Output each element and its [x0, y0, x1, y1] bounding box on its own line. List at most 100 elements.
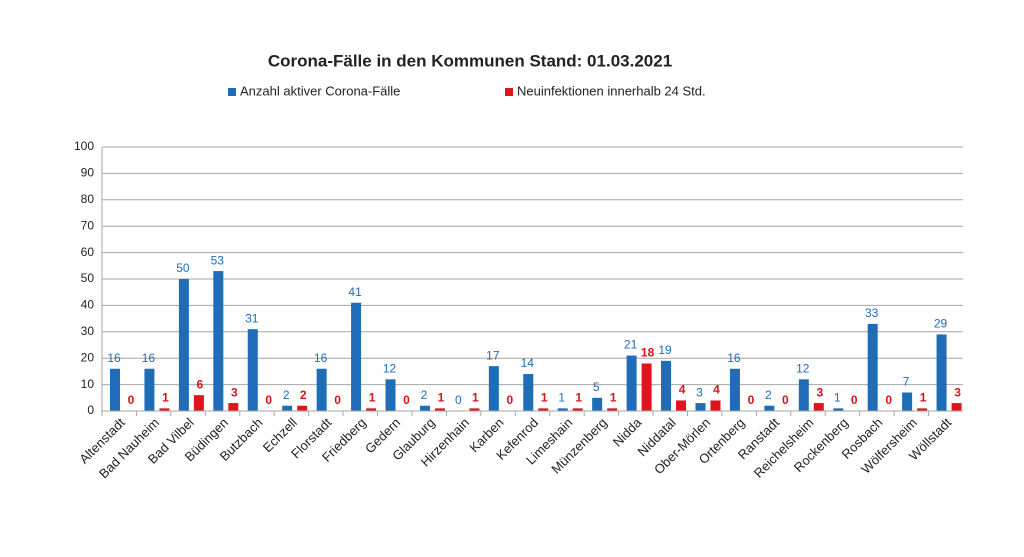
value-label: 0	[334, 393, 341, 407]
bar	[641, 363, 652, 411]
y-tick-label: 90	[81, 166, 95, 180]
value-label: 0	[748, 393, 755, 407]
chart-title: Corona-Fälle in den Kommunen Stand: 01.0…	[268, 51, 672, 70]
bar	[917, 408, 928, 411]
bar	[110, 368, 120, 411]
bar	[488, 366, 499, 411]
y-tick-label: 40	[81, 298, 95, 312]
bar	[351, 302, 362, 411]
value-label: 14	[521, 356, 535, 370]
value-label: 4	[679, 383, 686, 397]
value-label: 1	[834, 391, 841, 405]
bar	[247, 329, 258, 411]
y-tick-label: 50	[81, 271, 95, 285]
value-label: 7	[903, 375, 910, 389]
bar	[193, 395, 204, 411]
legend-swatch	[505, 88, 513, 96]
y-tick-label: 10	[81, 377, 95, 391]
bar	[626, 355, 637, 411]
value-label: 0	[506, 393, 513, 407]
value-label: 3	[231, 385, 238, 399]
value-label: 53	[211, 253, 225, 267]
value-label: 2	[765, 388, 772, 402]
value-label: 1	[438, 391, 445, 405]
y-tick-label: 70	[81, 218, 95, 232]
bar	[867, 323, 878, 411]
bar	[419, 405, 430, 411]
legend-label: Anzahl aktiver Corona-Fälle	[240, 83, 400, 98]
value-label: 1	[920, 391, 927, 405]
bar	[282, 405, 293, 411]
bar	[661, 360, 672, 411]
value-label: 1	[541, 391, 548, 405]
value-label: 6	[197, 377, 204, 391]
bar	[902, 392, 913, 411]
value-label: 50	[176, 261, 190, 275]
value-label: 0	[265, 393, 272, 407]
bar	[936, 334, 947, 411]
y-tick-label: 60	[81, 245, 95, 259]
y-tick-label: 20	[81, 350, 95, 364]
bar	[592, 397, 603, 411]
value-label: 1	[610, 391, 617, 405]
bar	[213, 271, 224, 411]
value-label: 16	[107, 351, 121, 365]
bar	[607, 408, 618, 411]
bar	[572, 408, 583, 411]
value-label: 0	[782, 393, 789, 407]
bar	[159, 408, 170, 411]
value-label: 16	[142, 351, 156, 365]
bar	[178, 279, 189, 411]
value-label: 41	[348, 285, 362, 299]
value-label: 0	[455, 393, 462, 407]
value-label: 3	[816, 385, 823, 399]
value-label: 1	[575, 391, 582, 405]
bar	[813, 403, 824, 411]
value-label: 12	[796, 361, 810, 375]
value-label: 5	[593, 380, 600, 394]
legend-swatch	[228, 88, 236, 96]
bar	[297, 405, 308, 411]
bar	[366, 408, 377, 411]
bar	[523, 374, 534, 411]
bar	[764, 405, 775, 411]
bar	[710, 400, 721, 411]
value-label: 2	[300, 388, 307, 402]
value-label: 16	[727, 351, 741, 365]
value-label: 0	[128, 393, 135, 407]
value-label: 18	[641, 346, 655, 360]
bar	[434, 408, 445, 411]
legend-label: Neuinfektionen innerhalb 24 Std.	[517, 83, 706, 98]
value-label: 1	[558, 391, 565, 405]
bar	[833, 408, 844, 411]
value-label: 16	[314, 351, 328, 365]
value-label: 0	[403, 393, 410, 407]
value-label: 2	[421, 388, 428, 402]
bar	[316, 368, 327, 411]
bar	[385, 379, 396, 411]
bar	[469, 408, 480, 411]
value-label: 19	[658, 343, 672, 357]
value-label: 21	[624, 338, 638, 352]
value-label: 1	[162, 391, 169, 405]
bar	[676, 400, 687, 411]
bar	[951, 403, 962, 411]
value-label: 12	[383, 361, 397, 375]
bar	[557, 408, 568, 411]
bar	[144, 368, 155, 411]
value-label: 17	[486, 348, 500, 362]
y-tick-label: 30	[81, 324, 95, 338]
bar	[729, 368, 740, 411]
value-label: 3	[696, 385, 703, 399]
bar	[228, 403, 239, 411]
value-label: 1	[472, 391, 479, 405]
value-label: 29	[934, 317, 948, 331]
y-tick-label: 100	[74, 139, 94, 153]
value-label: 31	[245, 311, 259, 325]
value-label: 2	[283, 388, 290, 402]
value-label: 33	[865, 306, 879, 320]
value-label: 0	[851, 393, 858, 407]
bar	[798, 379, 809, 411]
y-tick-label: 80	[81, 192, 95, 206]
